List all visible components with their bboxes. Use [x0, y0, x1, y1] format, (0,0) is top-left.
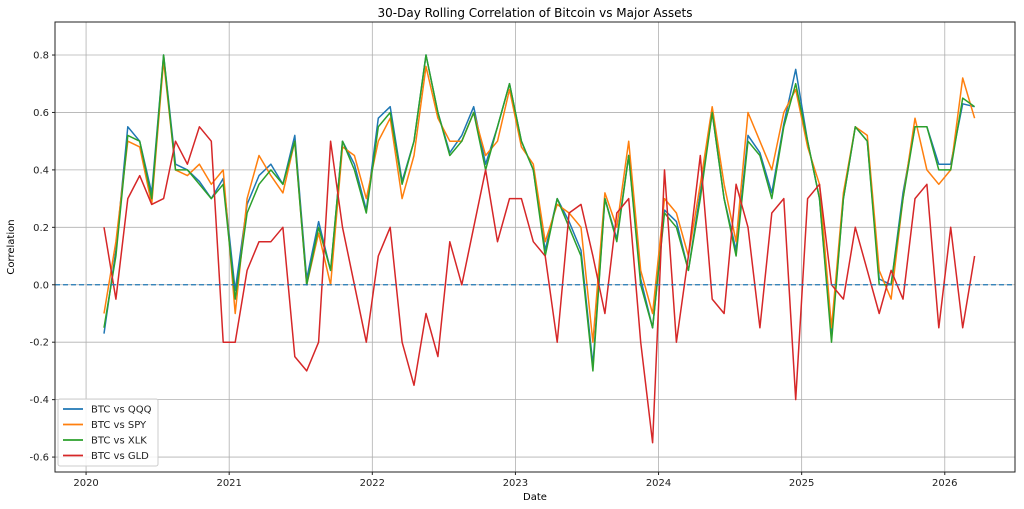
- legend-label: BTC vs XLK: [91, 436, 147, 447]
- legend: BTC vs QQQ BTC vs SPY BTC vs XLK BTC vs GLD: [57, 398, 159, 467]
- y-tick-label: -0.2: [29, 338, 49, 349]
- x-tick-label: 2023: [503, 478, 528, 489]
- y-tick-label: -0.6: [29, 453, 49, 464]
- series-line-btc-vs-xlk: [103, 54, 976, 372]
- legend-label: BTC vs SPY: [91, 420, 147, 431]
- series-line-btc-vs-spy: [103, 60, 976, 343]
- y-tick-label: 0.0: [33, 280, 49, 291]
- plot-frame: [54, 21, 1016, 473]
- y-tick-label: 0.2: [33, 223, 49, 234]
- x-ticks: 2020 2021 2022 2023 2024 2025 2026: [73, 472, 958, 489]
- legend-label: BTC vs GLD: [91, 451, 149, 462]
- x-tick-label: 2022: [360, 478, 385, 489]
- y-tick-label: 0.4: [33, 165, 49, 176]
- x-tick-label: 2020: [73, 478, 98, 489]
- x-axis-label: Date: [523, 492, 547, 503]
- y-axis-label: Correlation: [6, 219, 17, 274]
- grid: [55, 22, 1015, 472]
- y-ticks: -0.6 -0.4 -0.2 0.0 0.2 0.4 0.6 0.8: [29, 51, 55, 464]
- x-tick-label: 2024: [646, 478, 671, 489]
- y-tick-label: 0.6: [33, 108, 49, 119]
- x-tick-label: 2025: [789, 478, 814, 489]
- series-lines: [103, 54, 976, 444]
- y-tick-label: 0.8: [33, 51, 49, 62]
- x-tick-label: 2021: [216, 478, 241, 489]
- chart-title: 30-Day Rolling Correlation of Bitcoin vs…: [378, 6, 693, 20]
- x-tick-label: 2026: [932, 478, 957, 489]
- legend-box: [57, 398, 159, 467]
- legend-label: BTC vs QQQ: [91, 405, 152, 416]
- series-line-btc-vs-gld: [103, 126, 976, 444]
- y-tick-label: -0.4: [29, 395, 49, 406]
